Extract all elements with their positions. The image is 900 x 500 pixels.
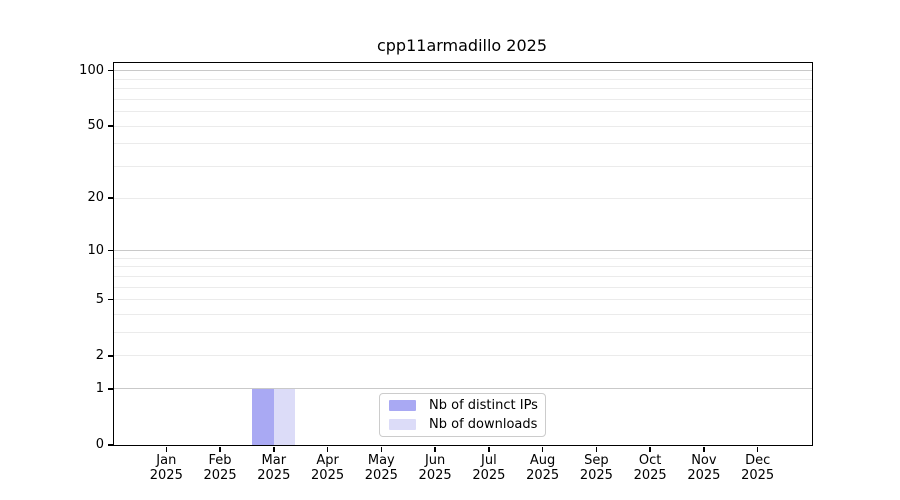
legend-item: Nb of distinct IPs	[389, 397, 538, 414]
y-tick-label: 5	[95, 291, 104, 307]
x-tick-label: Sep 2025	[579, 453, 613, 483]
gridline-major	[114, 250, 812, 251]
x-tick-label: Jul 2025	[472, 453, 506, 483]
gridline-minor	[114, 286, 812, 288]
gridline-minor	[114, 332, 812, 334]
gridline-minor	[114, 143, 812, 145]
y-tick-mark	[107, 444, 113, 446]
x-tick-label: Nov 2025	[687, 453, 721, 483]
x-tick-label: May 2025	[364, 453, 398, 483]
y-tick-label: 2	[95, 347, 104, 363]
legend-swatch-1	[389, 419, 416, 430]
gridline-minor	[114, 275, 812, 277]
gridline-minor	[114, 266, 812, 268]
x-tick-mark	[434, 446, 436, 452]
x-tick-label: Oct 2025	[633, 453, 667, 483]
y-tick-label: 20	[87, 190, 104, 206]
chart-title: cpp11armadillo 2025	[376, 36, 548, 55]
x-tick-mark	[703, 446, 705, 452]
gridline-minor	[114, 98, 812, 100]
x-tick-label: Mar 2025	[257, 453, 291, 483]
x-tick-mark	[595, 446, 598, 452]
y-tick-label: 0	[95, 437, 104, 452]
y-tick-mark	[107, 388, 113, 390]
legend: Nb of distinct IPs Nb of downloads	[379, 393, 546, 437]
x-tick-label: Jun 2025	[418, 453, 452, 483]
gridline-minor	[114, 197, 812, 199]
y-tick-mark	[107, 355, 113, 357]
x-tick-mark	[326, 446, 329, 452]
x-tick-label: Jan 2025	[149, 453, 183, 483]
y-tick-label: 100	[79, 62, 104, 78]
x-tick-label: Dec 2025	[741, 453, 775, 483]
x-tick-label: Feb 2025	[203, 453, 237, 483]
gridline-minor	[114, 299, 812, 301]
y-tick-mark	[107, 125, 113, 127]
y-tick-label: 1	[95, 380, 104, 396]
gridline-minor	[114, 78, 812, 80]
x-tick-label: Apr 2025	[311, 453, 345, 483]
legend-item-label: Nb of downloads	[429, 416, 538, 432]
x-tick-mark	[219, 446, 221, 452]
legend-swatch-0	[389, 400, 416, 411]
gridline-minor	[114, 257, 812, 259]
gridline-minor	[114, 88, 812, 90]
gridline-minor	[114, 355, 812, 357]
y-tick-mark	[107, 197, 113, 199]
y-tick-mark	[107, 298, 113, 301]
y-tick-mark	[107, 249, 113, 252]
bar-nb-of-downloads	[273, 388, 296, 445]
gridline-minor	[114, 125, 812, 127]
x-tick-mark	[649, 446, 651, 452]
gridline-minor	[114, 111, 812, 113]
x-tick-label: Aug 2025	[526, 453, 560, 483]
legend-item: Nb of downloads	[389, 416, 538, 433]
gridline-minor	[114, 313, 812, 315]
y-tick-mark	[107, 69, 113, 72]
x-tick-mark	[541, 446, 544, 452]
gridline-minor	[114, 165, 812, 167]
x-tick-mark	[273, 446, 275, 452]
x-tick-mark	[380, 446, 383, 452]
x-tick-mark	[165, 446, 168, 452]
gridline-major	[114, 70, 812, 72]
gridline-major	[114, 388, 812, 390]
plot-area: Nb of distinct IPs Nb of downloads 0 1 2 5 10…	[79, 62, 813, 483]
x-tick-mark	[488, 446, 490, 452]
y-tick-label: 50	[87, 118, 104, 134]
bar-nb-of-distinct-ips	[252, 388, 274, 445]
y-tick-label: 10	[87, 242, 104, 258]
legend-item-label: Nb of distinct IPs	[429, 397, 538, 413]
x-tick-mark	[756, 446, 759, 452]
